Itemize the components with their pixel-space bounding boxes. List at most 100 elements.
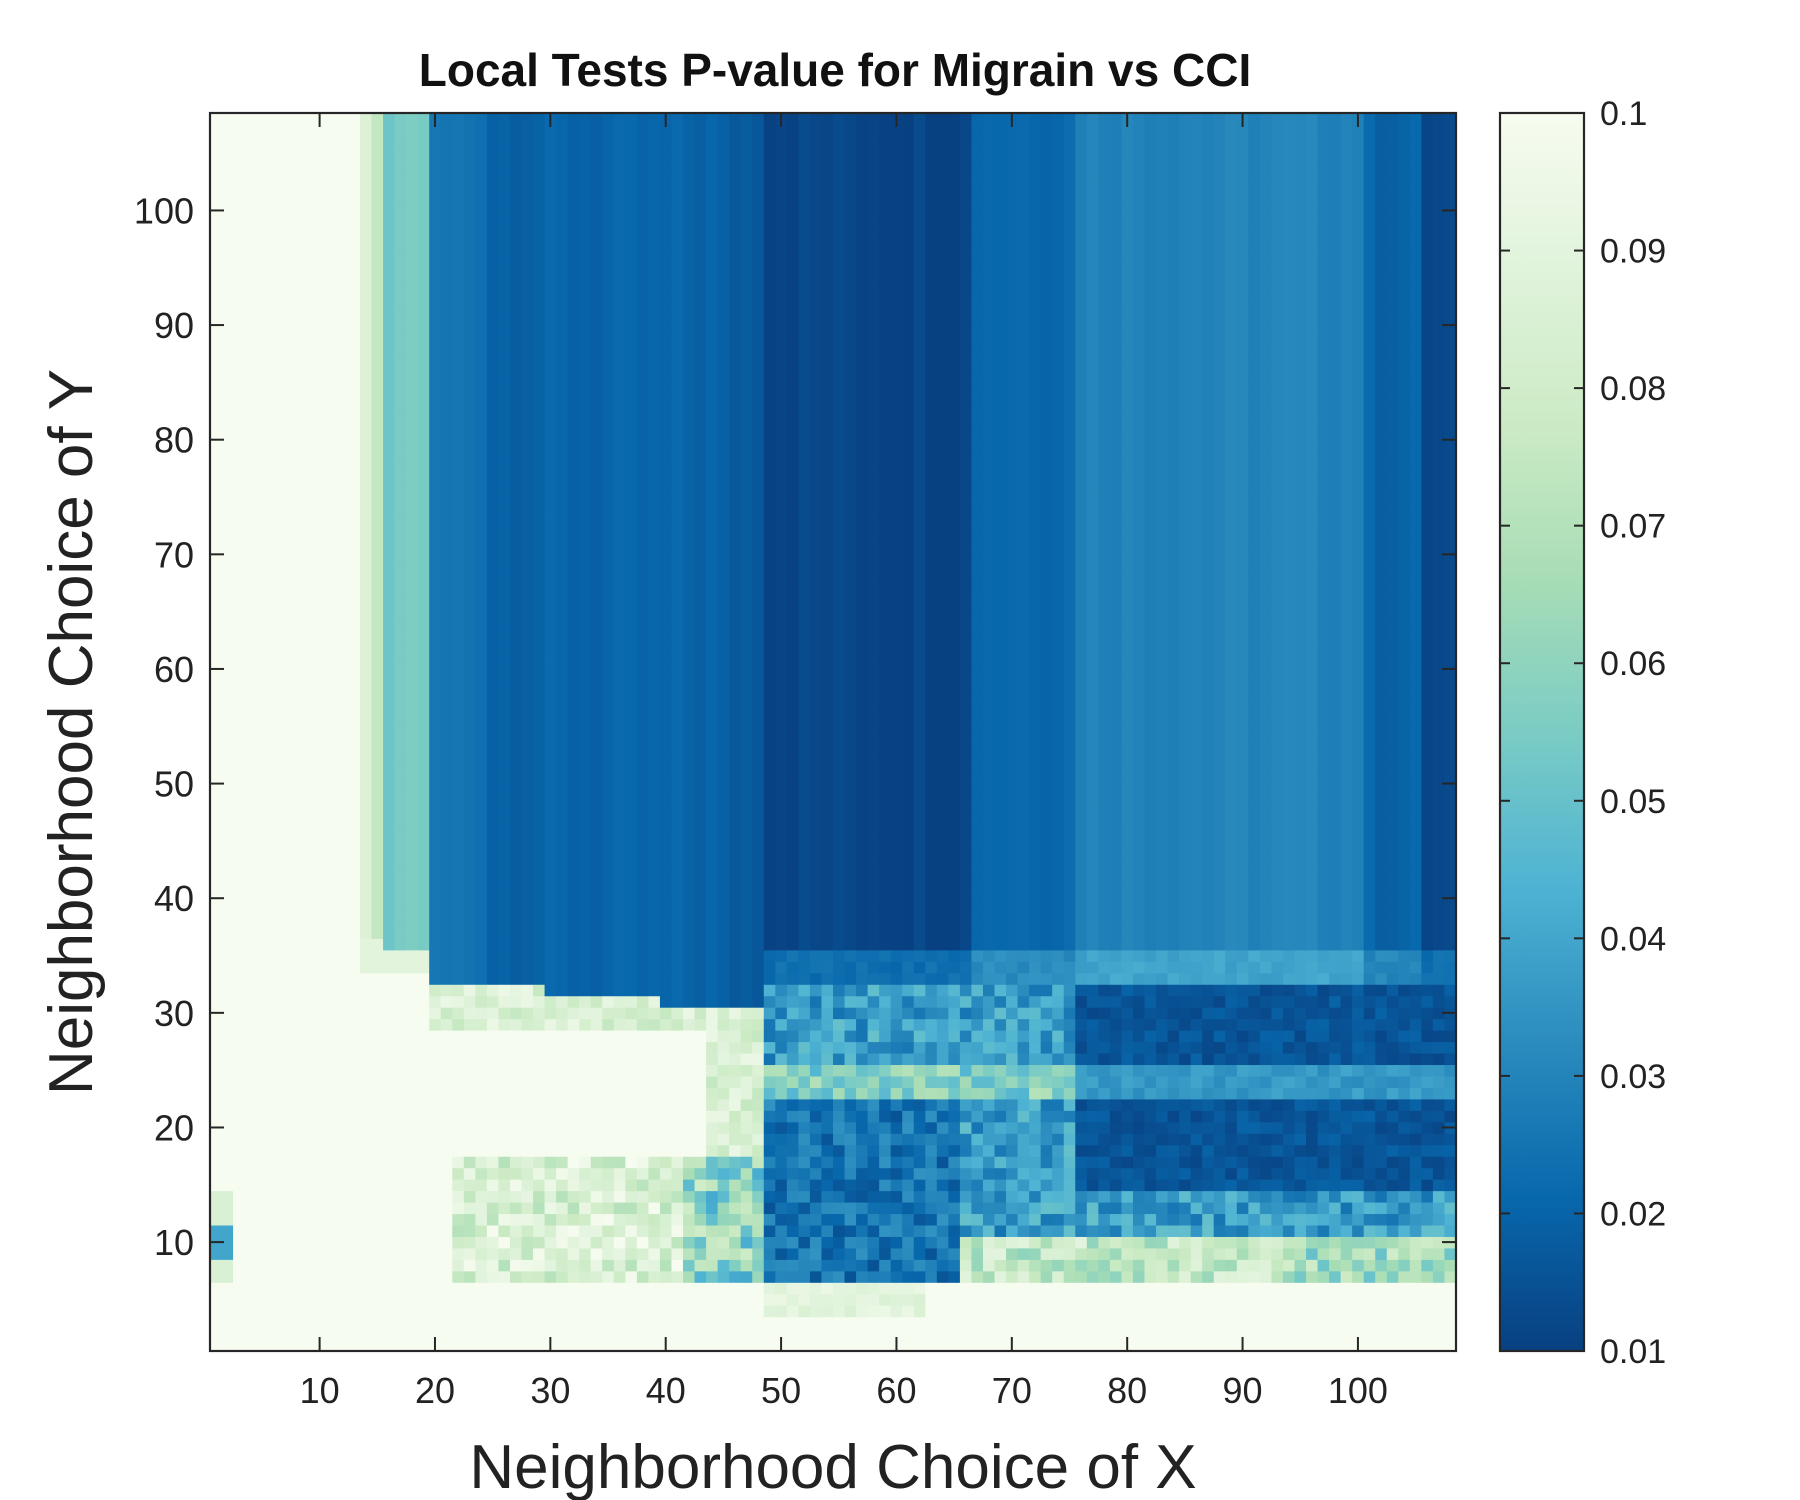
heatmap-cell xyxy=(256,296,269,309)
heatmap-cell xyxy=(625,124,638,137)
heatmap-cell xyxy=(452,479,465,492)
heatmap-cell xyxy=(533,617,546,630)
heatmap-cell xyxy=(290,628,303,641)
heatmap-cell xyxy=(383,1041,396,1054)
heatmap-cell xyxy=(671,628,684,641)
heatmap-cell xyxy=(348,663,361,676)
heatmap-cell xyxy=(648,961,661,974)
heatmap-cell xyxy=(683,181,696,194)
heatmap-cell xyxy=(625,1190,638,1203)
heatmap-cell xyxy=(452,1052,465,1066)
heatmap-cell xyxy=(706,1133,719,1146)
heatmap-cell xyxy=(544,1259,557,1272)
heatmap-cell xyxy=(313,365,326,378)
heatmap-cell xyxy=(313,732,326,745)
heatmap-cell xyxy=(579,835,592,848)
heatmap-cell xyxy=(694,571,707,584)
heatmap-cell xyxy=(302,961,315,974)
heatmap-cell xyxy=(325,262,338,275)
heatmap-cell xyxy=(729,812,742,825)
heatmap-cell xyxy=(394,628,407,641)
heatmap-cell xyxy=(452,1110,465,1123)
heatmap-cell xyxy=(463,1052,476,1066)
heatmap-cell xyxy=(486,170,500,183)
heatmap-cell xyxy=(671,1293,684,1306)
heatmap-cell xyxy=(533,961,546,974)
heatmap-cell xyxy=(694,284,707,297)
heatmap-cell xyxy=(359,365,373,378)
heatmap-cell xyxy=(417,422,430,435)
heatmap-cell xyxy=(233,422,246,435)
heatmap-cell xyxy=(717,697,730,710)
heatmap-cell xyxy=(325,605,338,618)
heatmap-cell xyxy=(706,1052,719,1066)
heatmap-cell xyxy=(440,399,453,412)
heatmap-cell xyxy=(544,869,557,882)
heatmap-cell xyxy=(394,1110,407,1123)
heatmap-cell xyxy=(729,1110,742,1123)
heatmap-cell xyxy=(313,319,326,332)
heatmap-cell xyxy=(463,479,476,492)
heatmap-cell xyxy=(521,376,534,389)
heatmap-cell xyxy=(486,709,500,722)
heatmap-cell xyxy=(475,651,488,664)
heatmap-cell xyxy=(486,273,500,286)
heatmap-cell xyxy=(659,881,673,894)
heatmap-cell xyxy=(359,972,373,985)
heatmap-cell xyxy=(625,1213,638,1226)
heatmap-cell xyxy=(359,777,373,790)
heatmap-cell xyxy=(486,674,500,687)
heatmap-cell xyxy=(221,1133,234,1146)
heatmap-cell xyxy=(648,514,661,527)
heatmap-cell xyxy=(659,491,673,504)
heatmap-cell xyxy=(221,468,234,481)
heatmap-cell xyxy=(417,1247,430,1260)
heatmap-cell xyxy=(394,388,407,401)
heatmap-cell xyxy=(613,411,626,424)
heatmap-cell xyxy=(717,777,730,790)
heatmap-cell xyxy=(336,777,350,790)
heatmap-cell xyxy=(290,1041,303,1054)
heatmap-cell xyxy=(706,938,719,951)
heatmap-cell xyxy=(648,1259,661,1272)
heatmap-cell xyxy=(406,1121,419,1134)
heatmap-cell xyxy=(625,881,638,894)
heatmap-cell xyxy=(567,1190,580,1203)
heatmap-cell xyxy=(440,1052,453,1066)
heatmap-cell xyxy=(313,525,326,538)
heatmap-cell xyxy=(475,1075,488,1088)
heatmap-cell xyxy=(544,1133,557,1146)
heatmap-cell xyxy=(244,181,257,194)
heatmap-cell xyxy=(256,605,269,618)
heatmap-cell xyxy=(625,709,638,722)
heatmap-cell xyxy=(256,525,269,538)
heatmap-cell xyxy=(533,170,546,183)
heatmap-cell xyxy=(521,1224,534,1237)
heatmap-cell xyxy=(325,789,338,802)
heatmap-cell xyxy=(729,284,742,297)
heatmap-cell xyxy=(417,605,430,618)
heatmap-cell xyxy=(706,926,719,939)
heatmap-cell xyxy=(348,479,361,492)
heatmap-cell xyxy=(359,663,373,676)
heatmap-cell xyxy=(659,628,673,641)
heatmap-cell xyxy=(671,1259,684,1272)
heatmap-cell xyxy=(498,250,511,263)
heatmap-cell xyxy=(706,720,719,733)
heatmap-cell xyxy=(371,1098,384,1111)
heatmap-cell xyxy=(221,938,234,951)
heatmap-cell xyxy=(602,376,615,389)
heatmap-cell xyxy=(359,353,373,366)
heatmap-cell xyxy=(429,1293,442,1306)
heatmap-cell xyxy=(579,1213,592,1226)
heatmap-cell xyxy=(694,1224,707,1237)
heatmap-cell xyxy=(371,307,384,320)
heatmap-cell xyxy=(636,628,650,641)
heatmap-cell xyxy=(717,502,730,515)
heatmap-cell xyxy=(683,1064,696,1077)
heatmap-cell xyxy=(383,445,396,458)
heatmap-cell xyxy=(256,1007,269,1020)
heatmap-cell xyxy=(302,376,315,389)
heatmap-cell xyxy=(544,1316,557,1329)
heatmap-cell xyxy=(279,949,292,962)
